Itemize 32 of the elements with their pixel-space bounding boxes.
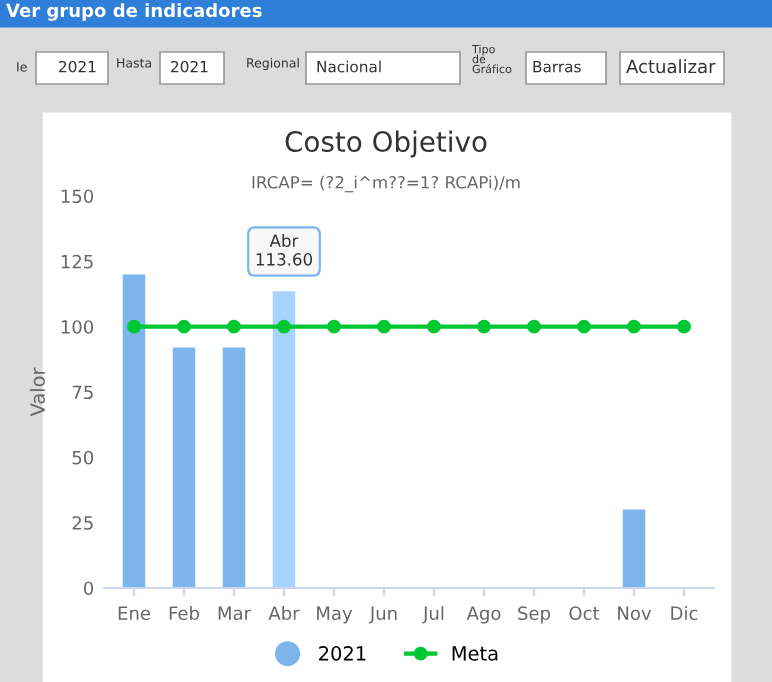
y-tick-label: 50 <box>72 450 94 465</box>
y-tick-label: 25 <box>72 516 93 530</box>
y-tick-label: 100 <box>61 320 94 334</box>
x-tick-label: Dic <box>671 606 698 621</box>
bar <box>272 291 296 588</box>
annotation: Abr 113.60 <box>256 234 313 266</box>
bar <box>622 509 646 588</box>
y-tick-label: 0 <box>83 581 94 596</box>
x-tick-label: Abr <box>268 606 300 621</box>
x-tick-label: Ago <box>466 606 501 624</box>
x-tick-label: May <box>317 606 353 624</box>
x-tick-label: Sep <box>518 606 551 624</box>
text: Actualizar <box>626 59 716 74</box>
bar <box>172 347 196 588</box>
x-tick-label: Mar <box>218 606 252 621</box>
legend-label: 2021 <box>319 646 366 661</box>
chart-title: Costo Objetivo <box>285 130 487 158</box>
x-tick-label: Nov <box>618 606 652 621</box>
bar <box>122 274 146 588</box>
y-axis-title: Valor <box>29 367 45 417</box>
x-tick-label: Ene <box>118 606 151 621</box>
bar <box>222 347 246 588</box>
chart-subtitle: IRCAP= (?2_i^m??=1? RCAPi)/m <box>252 175 520 193</box>
x-tick-label: Feb <box>169 606 199 621</box>
y-tick-label: 150 <box>61 189 94 204</box>
x-tick-label: Jul <box>422 606 444 624</box>
y-tick-label: 75 <box>72 385 93 400</box>
text: Ver grupo de indicadores <box>6 3 262 21</box>
legend-label: Meta <box>452 646 498 661</box>
x-tick-label: Jun <box>368 606 397 624</box>
y-tick-label: 125 <box>61 254 93 269</box>
x-tick-label: Oct <box>569 606 600 621</box>
